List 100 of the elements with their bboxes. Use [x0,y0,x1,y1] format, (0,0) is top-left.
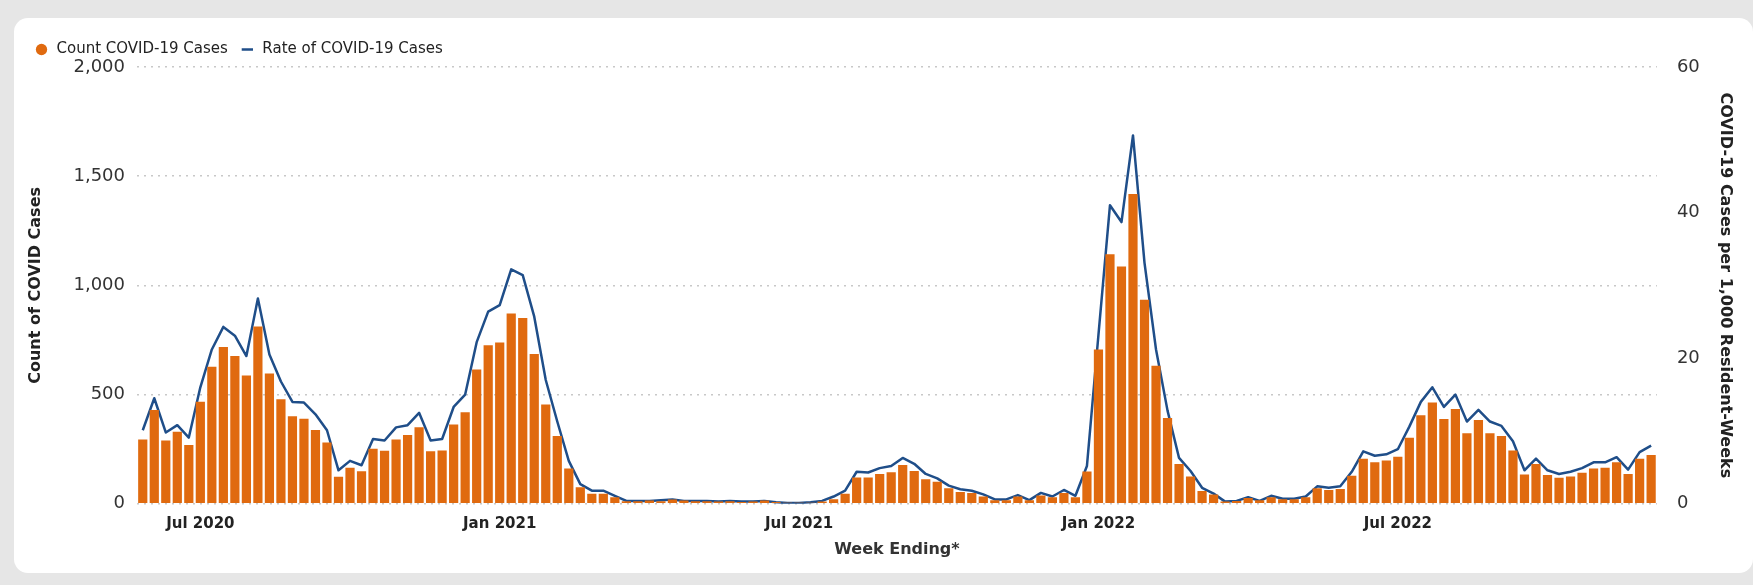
bar [218,346,228,504]
bar [449,424,459,504]
bar [1416,415,1426,504]
bar [587,493,597,504]
bar [1024,500,1034,504]
bar [495,342,505,504]
bar [1278,499,1288,504]
bar [1208,494,1219,504]
bar [529,353,539,504]
bar [863,477,873,504]
bar [1519,474,1530,504]
bar [840,493,850,504]
bar [1496,436,1507,504]
bar [967,492,977,504]
y2-axis-title: COVID-19 Cases per 1,000 Resident-Weeks [1717,92,1737,479]
bar [1243,498,1253,504]
bar [1324,490,1334,504]
legend-label: Rate of COVID-19 Cases [262,39,443,58]
bar [149,410,159,504]
bar [955,492,965,504]
bar [921,479,931,504]
bar [356,471,367,504]
x-tick-label: Jul 2020 [165,513,235,532]
bar [1370,462,1380,504]
x-axis-title: Week Ending* [834,538,961,558]
bar [1232,500,1242,504]
bar [1635,458,1645,504]
bar [161,440,171,504]
bar [552,436,562,504]
x-tick-label: Jul 2021 [763,513,834,532]
bar [944,488,954,504]
bar [172,431,182,504]
bar [1485,433,1495,504]
bar [264,373,275,504]
bar [1611,462,1622,504]
bar [1646,454,1656,504]
bar [564,468,574,504]
bar [1577,472,1587,504]
bar [322,442,332,504]
bar [1001,500,1011,504]
bar [1623,473,1633,504]
bar [138,439,148,504]
y2-tick-label: 20 [1676,345,1700,367]
bar [1347,475,1357,504]
bar [472,369,482,504]
x-tick-label: Jan 2021 [462,513,537,532]
bar [426,451,436,504]
bar [506,313,516,504]
bar [1128,193,1138,504]
y-tick-label: 0 [113,491,125,513]
bar [1093,349,1104,504]
y-tick-label: 1,500 [73,163,125,185]
bar [402,435,413,504]
bar [667,499,678,504]
bar [1542,474,1553,504]
bar [598,493,608,504]
bar [391,439,401,504]
y-tick-label: 500 [90,382,125,404]
bar [414,427,424,504]
bar [1059,492,1069,504]
bar [1600,467,1610,504]
y-axis-title: Count of COVID Cases [24,187,44,384]
bar [184,445,194,504]
bar [1565,476,1576,504]
bar [1450,409,1460,504]
bar [1393,456,1403,504]
bar [978,496,988,504]
bar [1070,497,1081,504]
y2-tick-label: 0 [1676,491,1689,513]
bar [575,487,585,504]
bar [829,499,839,504]
bar [875,473,885,504]
bar [1473,419,1484,504]
bar [541,404,551,504]
bar [333,476,344,504]
bar [241,375,251,504]
bar [990,500,1000,504]
bar [909,471,919,504]
bar [1047,497,1057,504]
bar [1013,496,1023,504]
bar [1139,299,1150,504]
bar [518,317,528,504]
bar [195,401,205,504]
bar [1162,417,1173,504]
bar [1266,497,1276,504]
bar [287,416,298,504]
bar [1554,477,1564,504]
bar [1174,464,1184,504]
bar [437,450,447,504]
bar [1151,365,1161,504]
y2-tick-label: 60 [1676,54,1700,76]
y2-tick-label: 40 [1676,200,1700,222]
bar [230,355,240,504]
bar [253,326,263,504]
bar [1301,497,1311,504]
bar [483,345,493,504]
bar [1036,495,1046,504]
bar [1404,437,1414,504]
bar [898,464,908,504]
x-tick-label: Jul 2022 [1362,513,1433,532]
